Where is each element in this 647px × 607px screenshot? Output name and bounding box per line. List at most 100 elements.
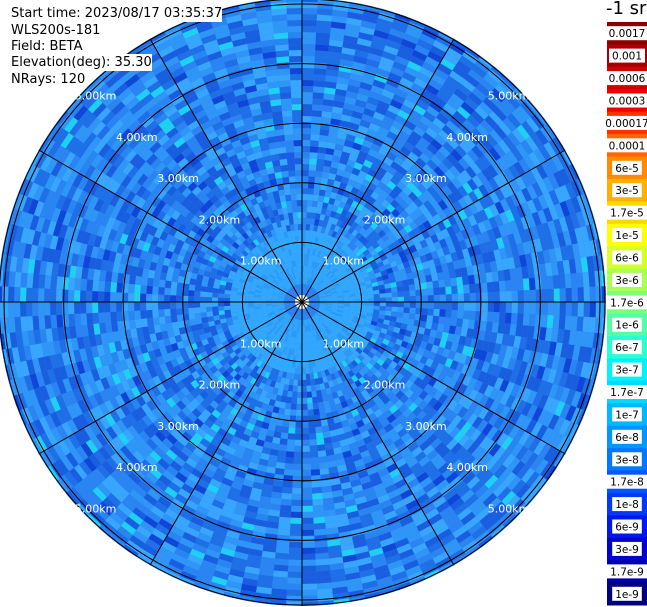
field-gate bbox=[272, 303, 279, 306]
field-gate bbox=[311, 261, 315, 268]
field-gate bbox=[283, 128, 294, 135]
field-gate bbox=[282, 340, 287, 347]
field-gate bbox=[420, 282, 428, 290]
field-gate bbox=[176, 308, 183, 316]
field-gate bbox=[316, 287, 323, 293]
field-gate bbox=[318, 307, 325, 311]
field-gate bbox=[142, 352, 151, 363]
field-gate bbox=[284, 134, 294, 141]
field-gate bbox=[230, 294, 237, 299]
field-gate bbox=[440, 173, 452, 185]
field-gate bbox=[312, 200, 318, 208]
field-gate bbox=[256, 284, 263, 289]
field-gate bbox=[360, 165, 371, 174]
field-gate bbox=[164, 294, 171, 302]
field-gate bbox=[372, 285, 379, 291]
field-gate bbox=[302, 487, 312, 494]
field-gate bbox=[354, 496, 367, 505]
field-gate bbox=[362, 455, 373, 465]
field-gate bbox=[269, 503, 281, 511]
field-gate bbox=[142, 326, 150, 336]
field-gate bbox=[283, 285, 289, 291]
field-gate bbox=[493, 377, 504, 390]
field-gate bbox=[427, 377, 438, 387]
field-gate bbox=[374, 245, 383, 253]
field-gate bbox=[391, 297, 398, 302]
field-gate bbox=[348, 251, 356, 258]
field-gate bbox=[559, 302, 566, 316]
field-gate bbox=[314, 546, 329, 554]
field-gate bbox=[406, 135, 419, 147]
field-gate bbox=[261, 324, 268, 331]
field-gate bbox=[226, 229, 235, 238]
field-gate bbox=[397, 307, 404, 313]
field-gate bbox=[347, 234, 355, 242]
field-gate bbox=[422, 444, 435, 456]
field-gate bbox=[108, 228, 118, 241]
field-gate bbox=[286, 335, 291, 342]
field-gate bbox=[259, 427, 268, 436]
field-gate bbox=[217, 427, 227, 438]
field-gate bbox=[250, 184, 259, 193]
field-gate bbox=[370, 143, 381, 153]
field-gate bbox=[311, 281, 317, 288]
field-gate bbox=[314, 540, 328, 548]
field-gate bbox=[380, 418, 391, 428]
field-gate bbox=[394, 478, 407, 490]
field-gate bbox=[278, 407, 286, 415]
field-gate bbox=[274, 171, 283, 179]
field-gate bbox=[462, 182, 474, 195]
field-gate bbox=[297, 212, 302, 219]
field-gate bbox=[498, 366, 508, 380]
field-gate bbox=[483, 194, 495, 207]
field-gate bbox=[336, 219, 343, 228]
field-gate bbox=[318, 189, 326, 197]
field-gate bbox=[246, 352, 254, 360]
field-gate bbox=[326, 374, 333, 382]
field-gate bbox=[343, 351, 351, 358]
field-gate bbox=[541, 289, 548, 302]
field-gate bbox=[351, 428, 361, 437]
field-gate bbox=[222, 200, 232, 209]
field-gate bbox=[216, 354, 225, 362]
field-gate bbox=[181, 242, 190, 251]
field-gate bbox=[307, 403, 314, 410]
field-gate bbox=[302, 367, 306, 374]
field-gate bbox=[186, 373, 196, 384]
field-gate bbox=[134, 310, 141, 320]
field-gate bbox=[252, 277, 260, 283]
field-gate bbox=[230, 298, 237, 302]
field-gate bbox=[365, 385, 374, 395]
field-gate bbox=[130, 398, 141, 410]
field-gate bbox=[355, 175, 365, 185]
field-gate bbox=[330, 331, 336, 338]
field-gate bbox=[189, 422, 201, 433]
field-gate bbox=[192, 432, 204, 443]
field-gate bbox=[297, 278, 300, 285]
field-gate bbox=[362, 325, 370, 332]
field-gate bbox=[408, 402, 418, 413]
field-gate bbox=[375, 152, 386, 162]
field-gate bbox=[343, 323, 351, 329]
field-gate bbox=[236, 245, 244, 253]
field-gate bbox=[204, 377, 213, 387]
field-gate bbox=[243, 286, 250, 291]
field-gate bbox=[258, 94, 271, 103]
field-gate bbox=[281, 359, 287, 366]
field-gate bbox=[295, 242, 300, 249]
field-gate bbox=[312, 329, 317, 336]
field-gate bbox=[217, 462, 229, 472]
field-gate bbox=[334, 314, 342, 320]
field-gate bbox=[355, 326, 363, 332]
field-gate bbox=[433, 426, 445, 438]
field-gate bbox=[260, 265, 267, 272]
field-gate bbox=[231, 455, 242, 465]
field-gate bbox=[226, 390, 235, 400]
field-gate bbox=[265, 279, 272, 284]
field-gate bbox=[400, 489, 413, 500]
field-gate bbox=[293, 457, 302, 464]
field-gate bbox=[231, 159, 241, 169]
field-gate bbox=[246, 442, 256, 451]
field-gate bbox=[191, 266, 200, 274]
field-gate bbox=[159, 323, 167, 332]
